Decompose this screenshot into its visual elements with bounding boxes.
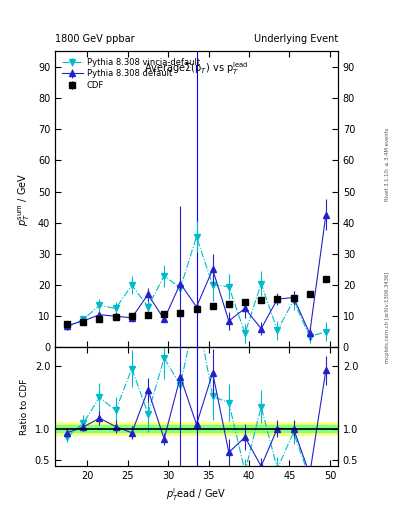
Bar xyxy=(55,425,338,432)
Bar xyxy=(55,422,338,435)
Y-axis label: $p_T^{\rm sum}$ / GeV: $p_T^{\rm sum}$ / GeV xyxy=(17,173,32,226)
Legend: Pythia 8.308 vincia-default, Pythia 8.308 default, CDF: Pythia 8.308 vincia-default, Pythia 8.30… xyxy=(59,55,202,92)
Y-axis label: Ratio to CDF: Ratio to CDF xyxy=(20,378,29,435)
Text: Rivet 3.1.10; ≥ 3.4M events: Rivet 3.1.10; ≥ 3.4M events xyxy=(385,127,389,201)
Text: mcplots.cern.ch [arXiv:1306.3436]: mcplots.cern.ch [arXiv:1306.3436] xyxy=(385,272,389,363)
Text: Underlying Event: Underlying Event xyxy=(254,33,338,44)
X-axis label: $p_T^{\rm l}$ead / GeV: $p_T^{\rm l}$ead / GeV xyxy=(166,486,227,503)
Text: Average$\Sigma$(p$_T$) vs p$_T^{\rm lead}$: Average$\Sigma$(p$_T$) vs p$_T^{\rm lead… xyxy=(144,60,249,77)
Text: 1800 GeV ppbar: 1800 GeV ppbar xyxy=(55,33,135,44)
